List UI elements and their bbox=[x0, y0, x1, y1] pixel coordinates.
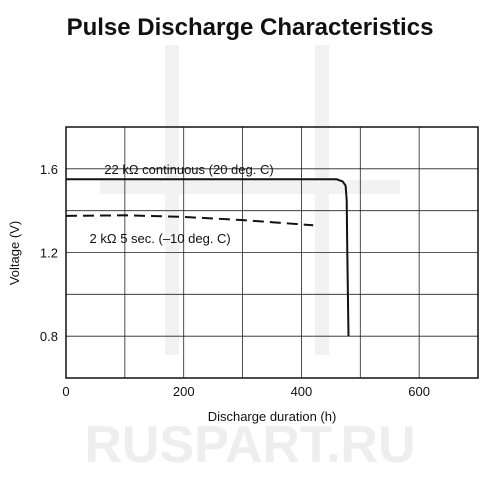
y-tick-label: 0.8 bbox=[40, 329, 58, 344]
watermark-text: RUSPART.RU bbox=[84, 416, 415, 474]
plot-frame bbox=[65, 126, 479, 379]
series-label-2: 2 kΩ 5 sec. (–10 deg. C) bbox=[90, 231, 231, 246]
watermark-bar-left bbox=[165, 45, 179, 355]
x-tick-label: 400 bbox=[291, 384, 313, 399]
y-axis-label: Voltage (V) bbox=[7, 221, 22, 285]
x-tick-label: 0 bbox=[62, 384, 69, 399]
watermark: RUSPART.RU bbox=[84, 45, 416, 474]
x-axis-label: Discharge duration (h) bbox=[208, 409, 337, 424]
annotations: 22 kΩ continuous (20 deg. C) 2 kΩ 5 sec. … bbox=[90, 162, 274, 246]
x-tick-label: 600 bbox=[408, 384, 430, 399]
y-ticks: 0.8 1.2 1.6 bbox=[40, 162, 58, 344]
watermark-bar-cross bbox=[100, 180, 400, 194]
grid bbox=[66, 127, 478, 378]
watermark-bar-right bbox=[315, 45, 329, 355]
chart-title: Pulse Discharge Characteristics bbox=[66, 14, 434, 41]
series-label-1: 22 kΩ continuous (20 deg. C) bbox=[104, 162, 273, 177]
series-line-2 bbox=[65, 214, 314, 227]
x-ticks: 0 200 400 600 bbox=[62, 384, 430, 399]
series-line-1 bbox=[66, 178, 350, 337]
x-tick-label: 200 bbox=[173, 384, 195, 399]
y-tick-label: 1.6 bbox=[40, 162, 58, 177]
series bbox=[65, 178, 350, 337]
y-tick-label: 1.2 bbox=[40, 246, 58, 261]
